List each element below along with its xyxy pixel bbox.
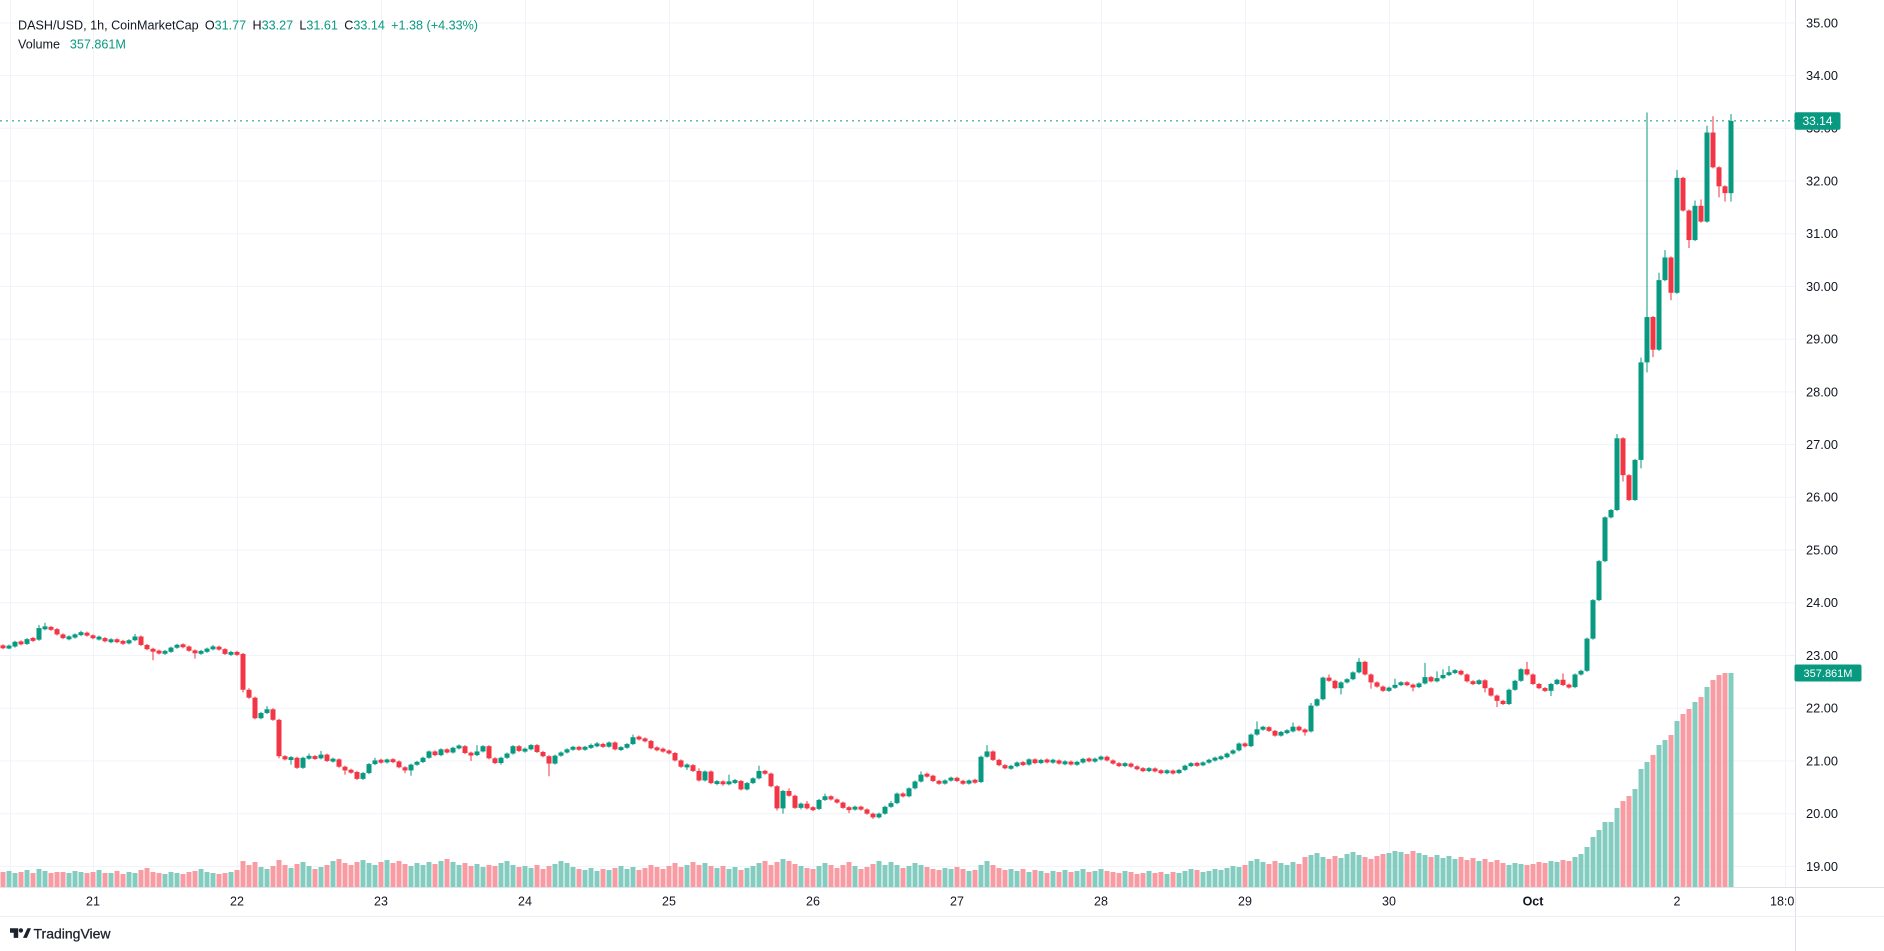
- svg-text:19.00: 19.00: [1806, 859, 1838, 874]
- svg-text:29: 29: [1238, 895, 1252, 909]
- svg-text:24.00: 24.00: [1806, 595, 1838, 610]
- svg-text:27: 27: [950, 895, 964, 909]
- svg-text:21: 21: [86, 895, 100, 909]
- svg-text:34.00: 34.00: [1806, 68, 1838, 83]
- svg-text:23.00: 23.00: [1806, 648, 1838, 663]
- svg-text:23: 23: [374, 895, 388, 909]
- svg-text:31.00: 31.00: [1806, 226, 1838, 241]
- svg-text:357.861M: 357.861M: [1804, 668, 1853, 680]
- svg-text:Volume 357.861M: Volume 357.861M: [18, 38, 126, 52]
- svg-text:25: 25: [662, 895, 676, 909]
- svg-text:Oct: Oct: [1523, 895, 1545, 909]
- svg-text:24: 24: [518, 895, 532, 909]
- svg-text:DASH/USD, 1h, CoinMarketCap O3: DASH/USD, 1h, CoinMarketCap O31.77 H33.2…: [18, 19, 478, 33]
- svg-text:35.00: 35.00: [1806, 15, 1838, 30]
- svg-text:28.00: 28.00: [1806, 384, 1838, 399]
- svg-text:27.00: 27.00: [1806, 437, 1838, 452]
- svg-text:20.00: 20.00: [1806, 806, 1838, 821]
- svg-text:29.00: 29.00: [1806, 332, 1838, 347]
- svg-text:26.00: 26.00: [1806, 490, 1838, 505]
- svg-text:33.14: 33.14: [1802, 114, 1832, 128]
- svg-text:25.00: 25.00: [1806, 543, 1838, 558]
- svg-text:26: 26: [806, 895, 820, 909]
- svg-text:TradingView: TradingView: [34, 926, 112, 942]
- svg-text:32.00: 32.00: [1806, 173, 1838, 188]
- svg-text:18:0: 18:0: [1770, 895, 1794, 909]
- svg-text:22.00: 22.00: [1806, 701, 1838, 716]
- svg-text:2: 2: [1674, 895, 1681, 909]
- svg-text:21.00: 21.00: [1806, 753, 1838, 768]
- svg-text:28: 28: [1094, 895, 1108, 909]
- svg-text:30: 30: [1382, 895, 1396, 909]
- svg-text:30.00: 30.00: [1806, 279, 1838, 294]
- svg-text:22: 22: [230, 895, 244, 909]
